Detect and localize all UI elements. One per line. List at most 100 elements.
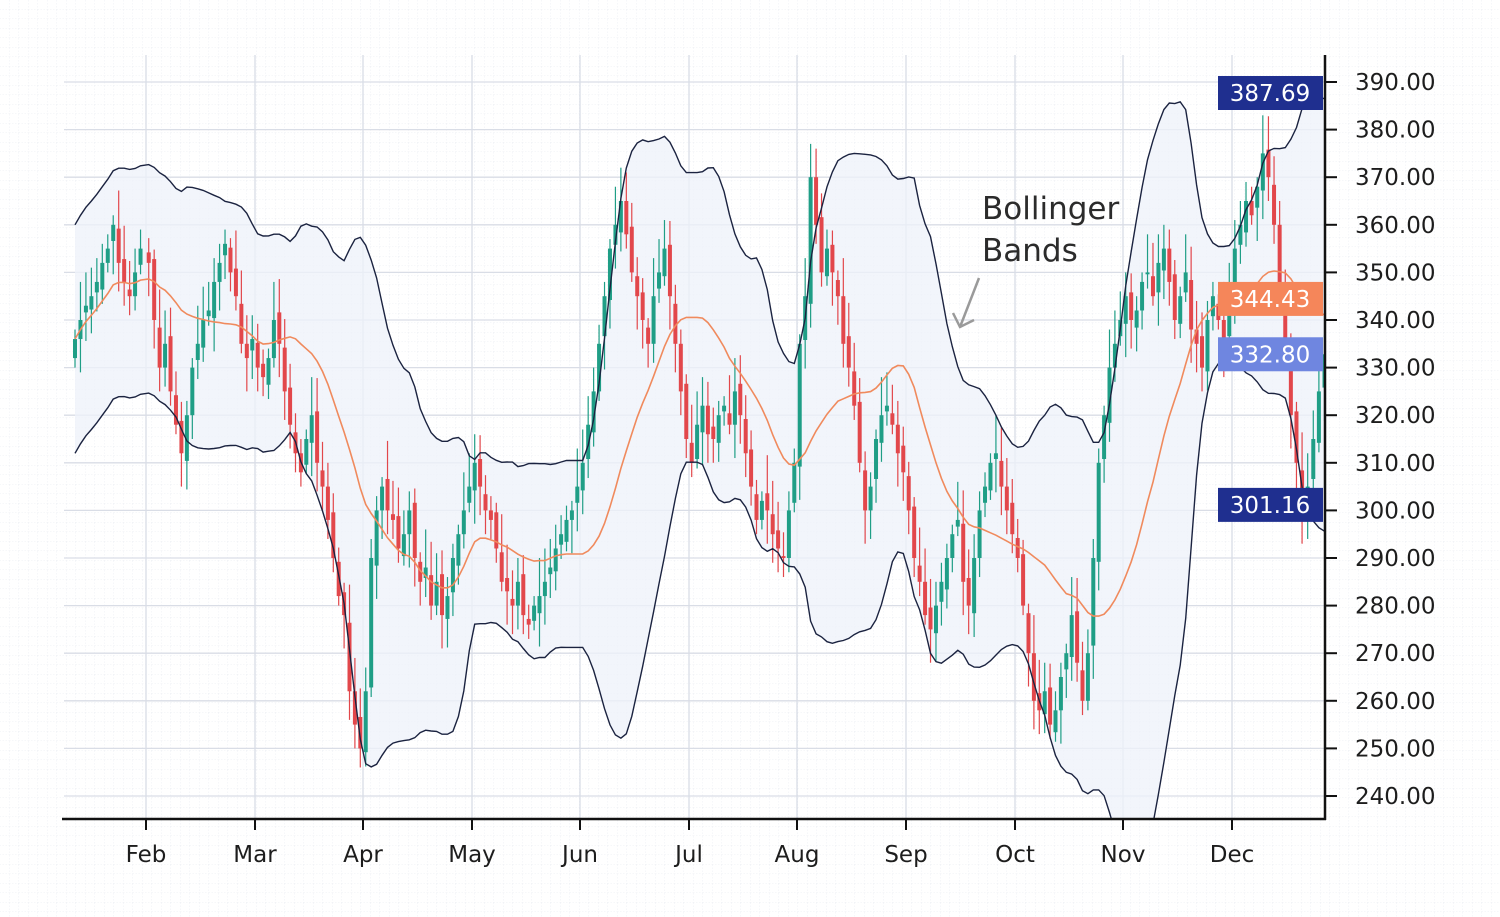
candle-up (1091, 558, 1096, 646)
candle-down (923, 581, 928, 616)
candle-up (553, 548, 558, 572)
candle-up (542, 581, 547, 597)
candle-down (1080, 670, 1085, 701)
candle-down (928, 607, 933, 630)
candles (73, 115, 1325, 768)
candle-up (722, 405, 727, 412)
candle-down (749, 449, 754, 487)
candle-down (315, 411, 320, 463)
x-tick-label: Jun (560, 842, 598, 868)
candle-down (1266, 149, 1271, 178)
candle-down (152, 259, 157, 320)
x-tick-label: Oct (995, 842, 1035, 868)
candle-down (852, 371, 857, 406)
candle-down (646, 327, 651, 344)
candle-down (684, 383, 689, 439)
candle-up (786, 510, 791, 558)
candle-down (640, 292, 645, 320)
candle-down (1283, 288, 1288, 344)
candle-up (1183, 272, 1188, 293)
x-tick-label: Mar (233, 842, 277, 868)
candle-down (961, 523, 966, 582)
candle-down (277, 312, 282, 344)
candle-up (380, 486, 385, 511)
candle-up (445, 596, 450, 619)
candle-up (184, 415, 189, 461)
candle-up (472, 462, 477, 491)
candle-up (1322, 354, 1325, 388)
x-axis-ticks: Feb Mar Apr May Jun Jul Aug Sep Oct Nov Dec (126, 819, 1254, 868)
candle-down (1075, 611, 1080, 663)
candle-down (814, 177, 819, 225)
candle-down (494, 512, 499, 549)
candle-down (1129, 292, 1134, 320)
candle-up (732, 391, 737, 425)
candle-down (325, 486, 330, 520)
middle-band-line (74, 270, 1325, 617)
candle-down (488, 510, 493, 520)
candle-up (955, 519, 960, 527)
candle-up (266, 358, 271, 385)
candle-up (1053, 710, 1058, 733)
candle-up (1156, 262, 1161, 293)
candle-up (537, 596, 542, 614)
candle-down (122, 259, 127, 282)
candle-up (613, 224, 618, 245)
candle-up (195, 343, 200, 360)
candle-up (939, 581, 944, 602)
candle-down (526, 618, 531, 625)
candle-down (179, 420, 184, 454)
candle-up (1178, 296, 1183, 324)
candle-down (1015, 538, 1020, 558)
candle-up (808, 177, 813, 304)
candle-up (1102, 415, 1107, 459)
upper-band-label: 387.69 (1230, 81, 1310, 107)
candle-down (233, 268, 238, 297)
candle-up (607, 248, 612, 301)
candle-down (754, 494, 759, 520)
candle-up (972, 558, 977, 614)
candle-down (173, 395, 178, 425)
candle-up (1107, 367, 1112, 423)
candle-up (133, 272, 138, 297)
candle-down (478, 458, 483, 487)
candle-down (1277, 224, 1282, 297)
candle-up (163, 343, 168, 368)
candle-up (201, 320, 206, 348)
y-tick-label: 330.00 (1355, 356, 1435, 382)
candle-down (1189, 280, 1194, 330)
candle-down (510, 598, 515, 606)
x-tick-label: Sep (884, 842, 927, 868)
band-fill (75, 96, 1325, 819)
candle-down (689, 442, 694, 463)
middle-band-label: 344.43 (1230, 287, 1310, 313)
candle-down (765, 493, 770, 511)
candle-down (673, 303, 678, 344)
y-tick-label: 370.00 (1355, 165, 1435, 191)
y-tick-label: 270.00 (1355, 641, 1435, 667)
candle-up (1232, 248, 1237, 301)
candle-up (988, 462, 993, 491)
candle-up (559, 534, 564, 545)
candle-down (352, 691, 357, 725)
candle-up (1042, 691, 1047, 715)
x-tick-label: May (448, 842, 496, 868)
candle-up (1210, 296, 1215, 317)
candle-down (1272, 184, 1277, 225)
x-tick-label: Jul (673, 842, 703, 868)
y-tick-label: 240.00 (1355, 784, 1435, 810)
y-tick-label: 380.00 (1355, 118, 1435, 144)
candle-down (1031, 653, 1036, 701)
candle-down (999, 460, 1004, 487)
candle-up (450, 558, 455, 593)
candle-up (651, 296, 656, 344)
candle-up (190, 367, 195, 416)
candle-down (1172, 274, 1177, 320)
candle-down (499, 552, 504, 582)
candle-down (841, 296, 846, 344)
candle-up (993, 453, 998, 459)
candle-up (564, 519, 569, 542)
candle-up (456, 534, 461, 566)
candle-up (206, 310, 211, 317)
candle-down (1167, 248, 1172, 282)
